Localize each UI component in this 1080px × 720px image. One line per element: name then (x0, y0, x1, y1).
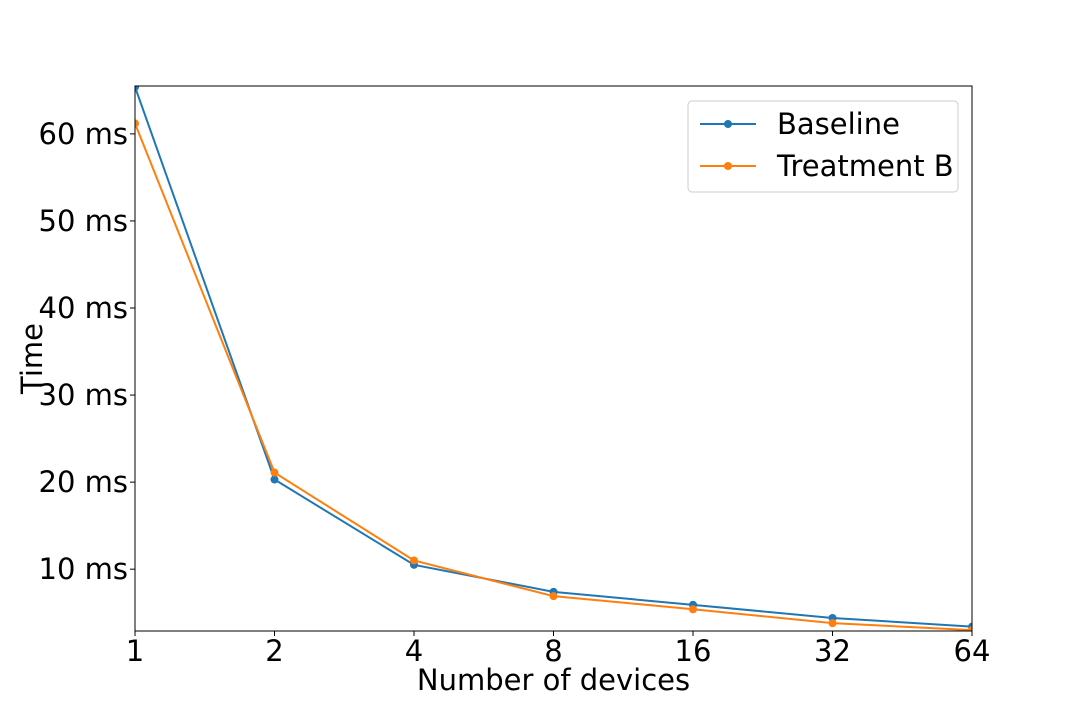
x-tick-label: 4 (405, 634, 423, 668)
y-tick-label: 10 ms (39, 552, 128, 586)
legend-label: Treatment B (776, 149, 954, 183)
series-treatment-b (135, 119, 972, 631)
y-tick-label: 40 ms (39, 291, 128, 325)
x-tick-label: 64 (954, 634, 991, 668)
legend-label: Baseline (777, 107, 900, 141)
data-point (689, 605, 697, 614)
x-tick-label: 2 (265, 634, 283, 668)
data-point (135, 86, 139, 91)
legend-marker (724, 162, 732, 170)
y-axis-label: Time (15, 323, 49, 395)
y-tick-label: 20 ms (39, 465, 128, 499)
legend-marker (724, 120, 732, 128)
data-point (270, 475, 279, 484)
x-tick-label: 8 (544, 634, 562, 668)
data-point (828, 619, 837, 628)
series-layer (135, 86, 972, 631)
x-tick-label: 32 (814, 634, 851, 668)
y-tick-label: 50 ms (39, 204, 128, 238)
data-point (135, 119, 139, 128)
y-tick-label: 30 ms (39, 378, 128, 412)
x-axis-label: Number of devices (417, 663, 690, 697)
data-point (968, 626, 972, 631)
plot-frame (134, 85, 973, 632)
y-tick-label: 60 ms (39, 117, 128, 151)
data-point (410, 556, 418, 565)
data-point (549, 592, 558, 601)
legend: Baseline Treatment B (687, 100, 959, 193)
y-axis-ticks: 10 ms 20 ms 30 ms 40 ms 50 ms 60 ms (39, 117, 135, 586)
x-axis-ticks: 1 2 4 8 16 32 64 (126, 631, 991, 668)
data-point (270, 468, 279, 477)
x-tick-label: 16 (675, 634, 712, 668)
x-tick-label: 1 (126, 634, 144, 668)
